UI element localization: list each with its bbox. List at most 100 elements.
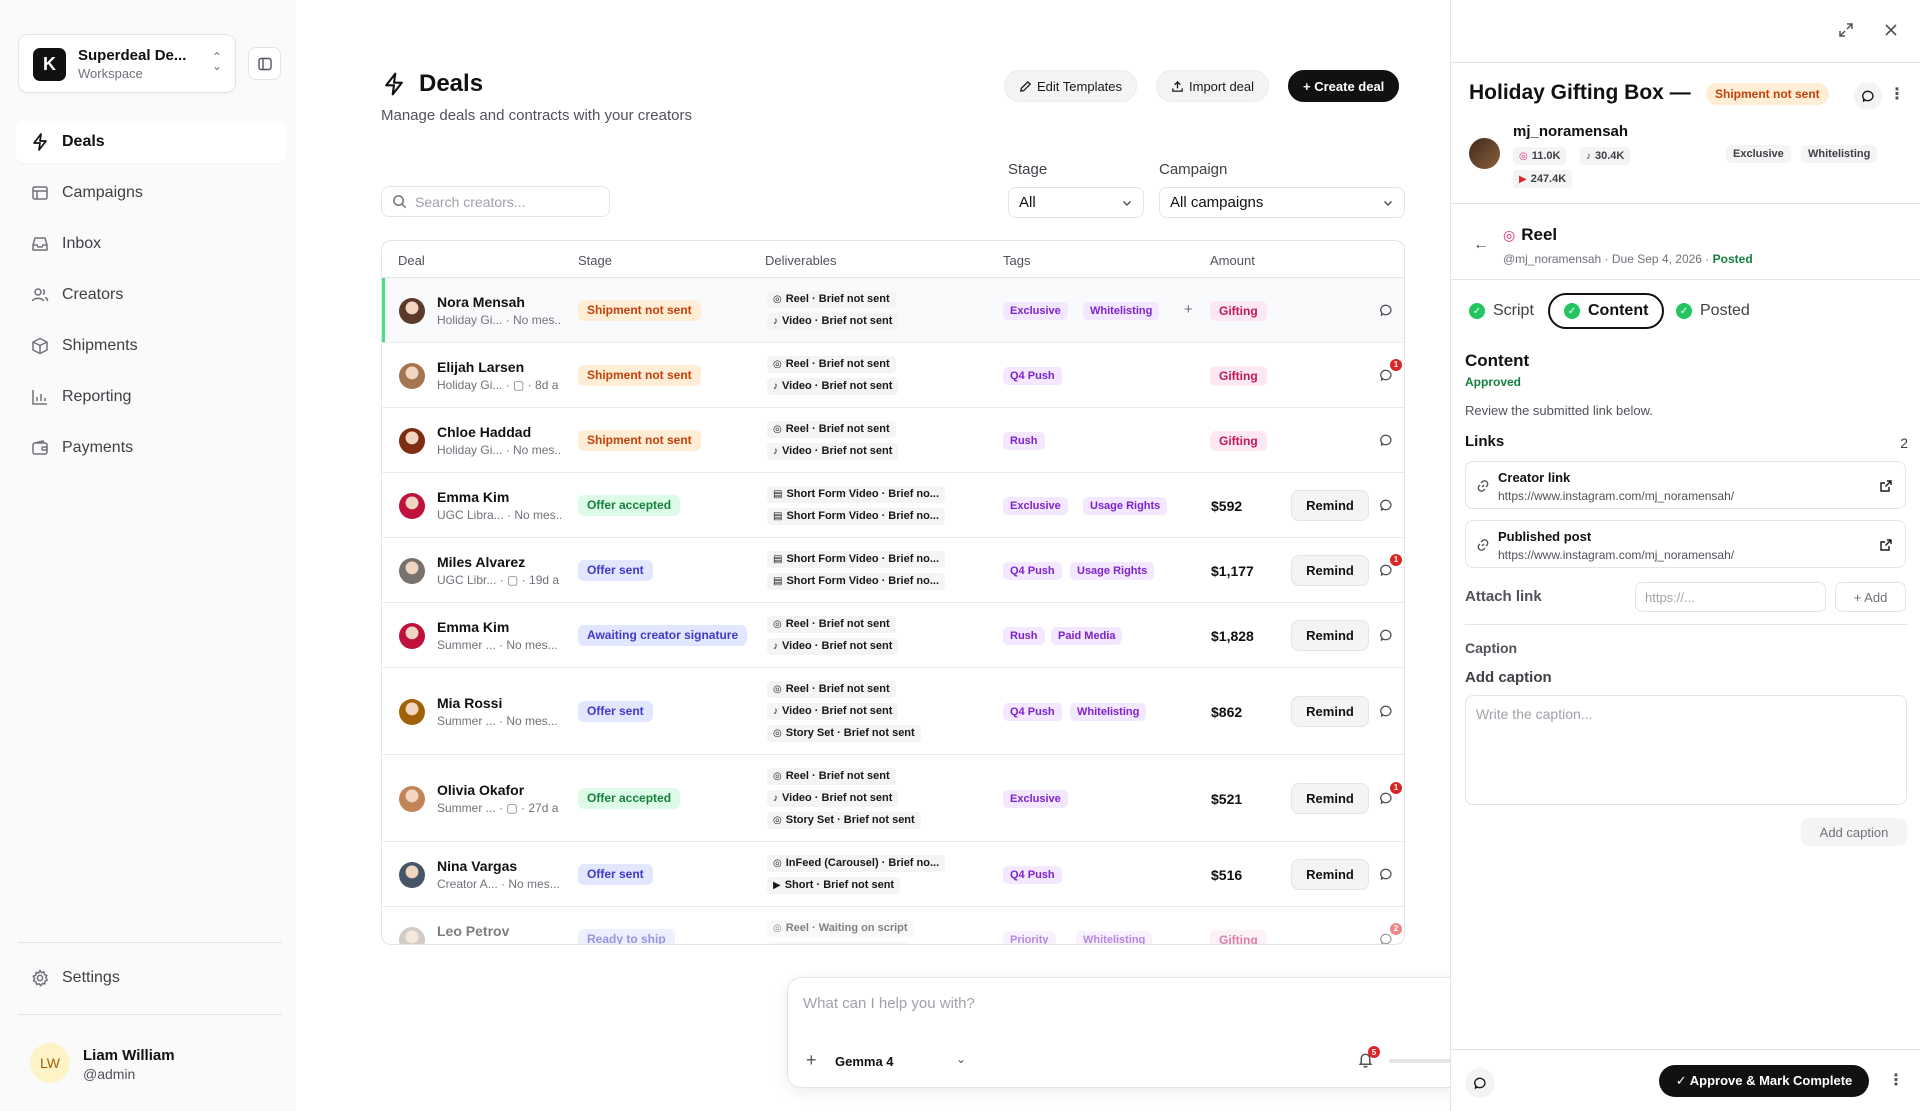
deal-name[interactable]: Emma Kim	[437, 488, 510, 505]
more-vertical-icon[interactable]: ⋮	[1888, 1072, 1904, 1089]
youtube-subscribers: ▶ 247.4K	[1513, 170, 1573, 188]
remind-button[interactable]: Remind	[1291, 858, 1369, 890]
back-arrow-icon[interactable]: ←	[1473, 236, 1489, 253]
deal-name[interactable]: Olivia Okafor	[437, 781, 525, 798]
wallet-icon	[32, 440, 48, 455]
users-icon	[31, 288, 49, 302]
external-link-icon[interactable]	[1879, 538, 1893, 552]
plus-icon[interactable]: +	[806, 1050, 817, 1070]
table-row[interactable]: Mia Rossi Summer ... · No mes... Offer sen…	[382, 668, 1404, 755]
import-deal-button[interactable]: Import deal	[1156, 70, 1270, 102]
sidebar-item-payments[interactable]: Payments	[16, 427, 286, 469]
attach-link-label: Attach link	[1465, 588, 1542, 605]
deal-name[interactable]: Nina Vargas	[437, 857, 518, 874]
chat-icon[interactable]	[1379, 932, 1394, 944]
remind-button[interactable]: Remind	[1291, 619, 1369, 651]
sidebar-item-inbox[interactable]: Inbox	[16, 223, 286, 265]
footer-chat-button[interactable]	[1465, 1068, 1495, 1098]
stage-select[interactable]: All	[1008, 187, 1144, 218]
sidebar-item-settings[interactable]: Settings	[30, 968, 120, 988]
deal-name[interactable]: Mia Rossi	[437, 694, 503, 711]
add-tag-icon[interactable]: +	[1184, 300, 1193, 318]
step-script[interactable]: ✓ Script	[1469, 293, 1534, 329]
step-content[interactable]: ✓ Content	[1548, 293, 1665, 329]
chat-icon[interactable]	[1379, 563, 1394, 583]
chat-icon[interactable]	[1379, 628, 1394, 648]
search-input[interactable]: Search creators...	[381, 186, 610, 217]
table-row[interactable]: Chloe Haddad Holiday Gi... · No mes... Shi…	[382, 408, 1404, 473]
remind-button[interactable]: Remind	[1291, 695, 1369, 727]
table-row[interactable]: Emma Kim UGC Libra... · No mes... Offer ac…	[382, 473, 1404, 538]
workspace-switcher[interactable]: K Superdeal De... Workspace ⌃ ⌄	[18, 34, 236, 93]
create-deal-button[interactable]: + Create deal	[1288, 70, 1400, 102]
sidebar-item-deals[interactable]: Deals	[16, 121, 286, 163]
chat-icon[interactable]	[1379, 303, 1394, 323]
deal-name[interactable]: Emma Kim	[437, 618, 510, 635]
deliverable-item: ◎ InFeed (Carousel) · Brief no...	[767, 854, 946, 872]
more-vertical-icon[interactable]: ⋮	[1889, 86, 1905, 103]
tiktok-icon: ♪	[1586, 150, 1591, 162]
deal-name[interactable]: Chloe Haddad	[437, 423, 532, 440]
table-row[interactable]: Emma Kim Summer ... · No mes... Awaiting c…	[382, 603, 1404, 668]
remind-button[interactable]: Remind	[1291, 554, 1369, 586]
deliverable-label: Video · Brief not sent	[782, 445, 893, 457]
chat-icon[interactable]	[1379, 433, 1394, 453]
table-row[interactable]: Miles Alvarez UGC Libr... · ▢ · 19d a Offe…	[382, 538, 1404, 603]
composer-input[interactable]: What can I help you with?	[803, 995, 975, 1012]
table-row[interactable]: Olivia Okafor Summer ... · ▢ · 27d a Offer…	[382, 755, 1404, 842]
chat-icon[interactable]	[1379, 368, 1394, 388]
deliverable-type-icon: ♪	[773, 705, 778, 717]
remind-button[interactable]: Remind	[1291, 782, 1369, 814]
chat-icon[interactable]	[1379, 867, 1394, 887]
deliverable-type-icon: ▤	[773, 510, 783, 522]
deliverable-type-icon: ♪	[773, 945, 778, 946]
bell-icon[interactable]	[1357, 1051, 1374, 1068]
deliverable-item: ◎ Reel · Waiting on script	[767, 919, 914, 937]
table-row[interactable]: Elijah Larsen Holiday Gi... · ▢ · 8d a Shi…	[382, 343, 1404, 408]
step-posted[interactable]: ✓ Posted	[1676, 293, 1750, 329]
chat-icon[interactable]	[1379, 791, 1394, 811]
model-selector[interactable]: Gemma 4	[835, 1054, 894, 1069]
link-label: Creator link	[1498, 470, 1571, 485]
sidebar-item-campaigns[interactable]: Campaigns	[16, 172, 286, 214]
collapse-sidebar-button[interactable]	[248, 47, 281, 80]
edit-templates-button[interactable]: Edit Templates	[1004, 70, 1138, 102]
table-row[interactable]: Nina Vargas Creator A... · No mes... Offer…	[382, 842, 1404, 907]
deal-name[interactable]: Nora Mensah	[437, 293, 525, 310]
table-row[interactable]: Nora Mensah Holiday Gi... · No mes... Ship…	[382, 278, 1404, 343]
deal-name[interactable]: Leo Petrov	[437, 922, 510, 939]
sidebar-item-reporting[interactable]: Reporting	[16, 376, 286, 418]
gear-icon	[32, 969, 49, 987]
deliverable-meta: @mj_noramensah · Due Sep 4, 2026 · Poste…	[1503, 252, 1753, 266]
deal-subtitle: Holiday Gi... · No mes...	[437, 442, 562, 457]
external-link-icon[interactable]	[1879, 479, 1893, 493]
chevron-down-icon[interactable]: ⌄	[956, 1052, 967, 1066]
deal-name[interactable]: Miles Alvarez	[437, 553, 526, 570]
chat-icon[interactable]	[1379, 498, 1394, 518]
campaign-select[interactable]: All campaigns	[1159, 187, 1405, 218]
expand-icon[interactable]	[1837, 21, 1855, 39]
deliverable-label: Short · Brief not sent	[784, 879, 895, 891]
main-content: Deals Manage deals and contracts with yo…	[296, 0, 1553, 1111]
unread-badge: 1	[1390, 781, 1402, 794]
avatar[interactable]: LW	[30, 1043, 70, 1083]
caption-textarea[interactable]: Write the caption...	[1465, 695, 1907, 805]
attach-add-button[interactable]: + Add	[1835, 582, 1906, 612]
table-row[interactable]: Leo Petrov Holiday Gi... · ▢ · 9d a Ready …	[382, 907, 1404, 946]
link-url[interactable]: https://www.instagram.com/mj_noramensah/	[1498, 548, 1735, 562]
deliverable-label: Short Form Video · Brief no...	[786, 510, 940, 522]
panel-chat-button[interactable]	[1854, 82, 1882, 110]
close-icon[interactable]	[1882, 21, 1900, 39]
remind-button[interactable]: Remind	[1291, 489, 1369, 521]
column-header-deliverables: Deliverables	[765, 253, 837, 268]
approve-complete-button[interactable]: ✓ Approve & Mark Complete	[1659, 1065, 1869, 1097]
chat-icon[interactable]	[1379, 704, 1394, 724]
add-caption-button[interactable]: Add caption	[1801, 818, 1907, 846]
sidebar-item-shipments[interactable]: Shipments	[16, 325, 286, 367]
deliverable-type-icon: ◎	[773, 857, 782, 869]
sidebar-item-creators[interactable]: Creators	[16, 274, 286, 316]
tag-chip: Q4 Push	[1003, 366, 1062, 385]
link-url[interactable]: https://www.instagram.com/mj_noramensah/	[1498, 489, 1735, 503]
deal-name[interactable]: Elijah Larsen	[437, 358, 525, 375]
attach-link-input[interactable]: https://...	[1635, 582, 1826, 612]
